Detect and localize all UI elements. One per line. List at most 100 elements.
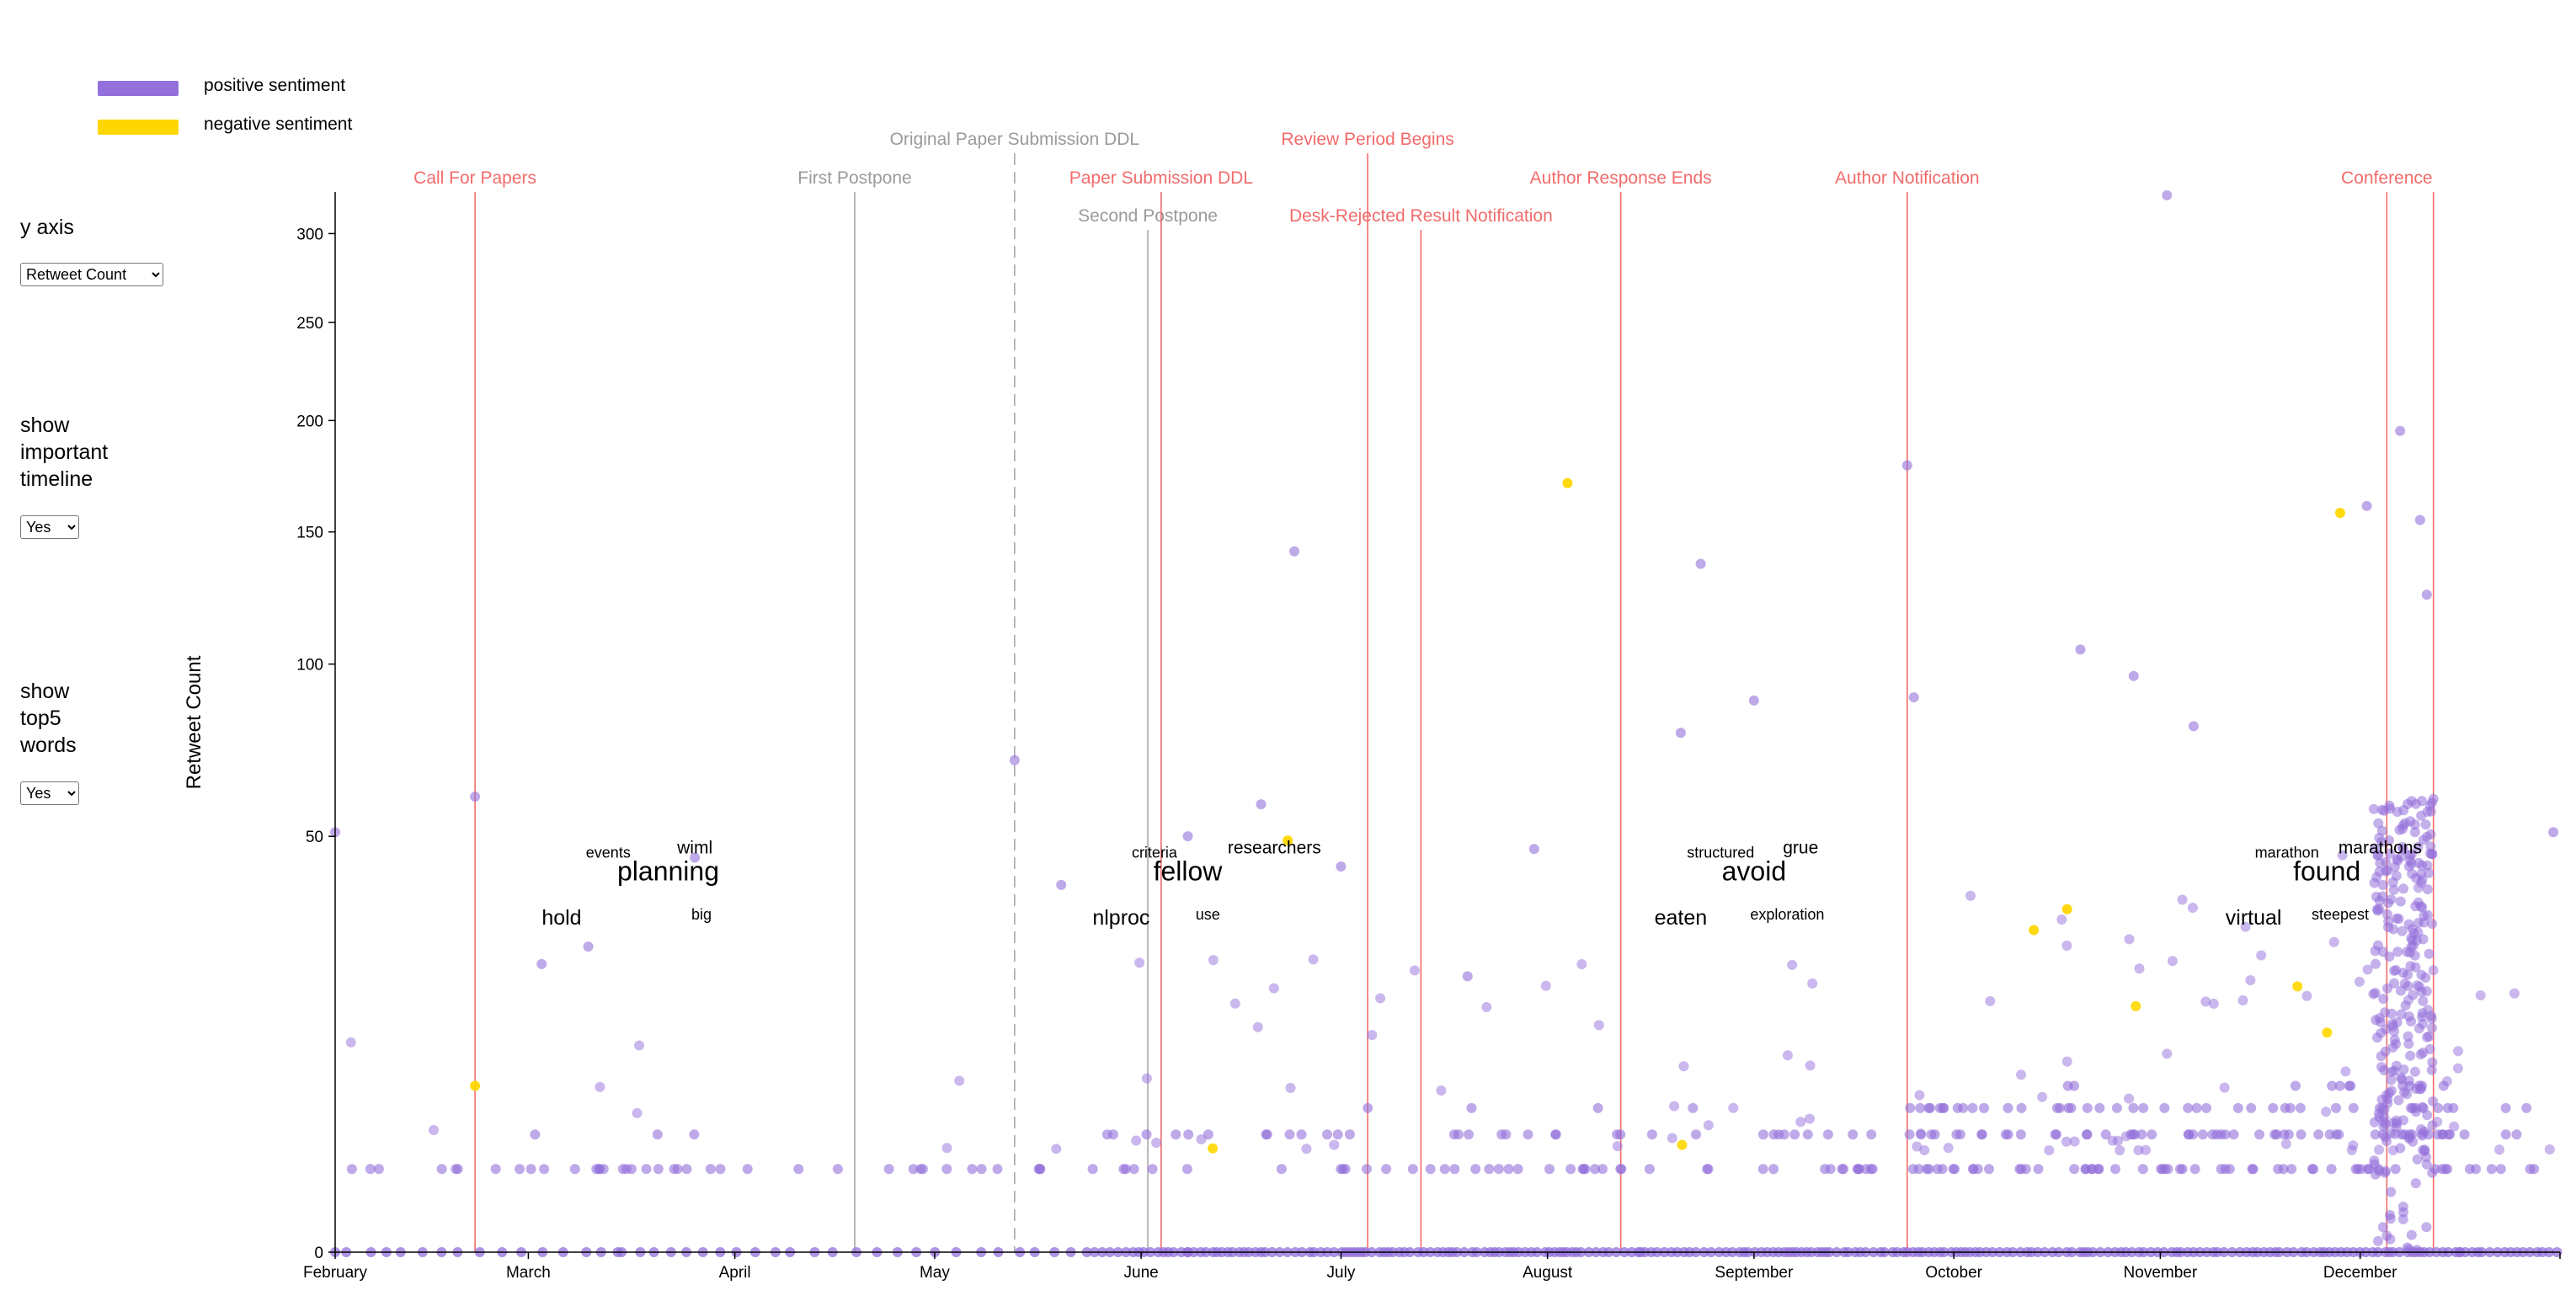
tweet-dot-899 [2408,989,2419,1000]
tweet-dot-533 [1915,1128,1926,1139]
tweet-dot-887 [2419,1144,2430,1155]
tweet-dot-809 [2421,1222,2432,1233]
tweet-dot-63 [653,1164,664,1175]
top-word-10: avoid [1722,856,1787,886]
tweet-dot-344 [1667,1133,1677,1144]
tweet-dot-866 [2377,880,2388,890]
tweet-dot-702 [2427,1022,2437,1033]
y-tick-label-150: 150 [296,525,323,542]
outlier-dot-17 [1695,558,1706,569]
tweet-dot-760 [2406,1229,2417,1240]
legend-swatch-negative [98,120,179,135]
tweet-dot-488 [2254,1129,2264,1140]
tweet-dot-332 [1691,1129,1701,1140]
tweet-dot-903 [2369,877,2380,888]
event-label-0: Call For Papers [413,168,536,188]
tweet-dot-19 [365,1164,376,1175]
tweet-dot-234 [1523,1129,1533,1140]
tweet-dot-77 [1033,1164,1044,1175]
tweet-dot-518 [1979,1102,1989,1113]
tweet-dot-492 [2283,1129,2294,1140]
tweet-dot-873 [2410,962,2421,973]
tweet-dot-627 [2331,1102,2341,1113]
axes: Retweet Count [183,192,2560,1253]
tweet-dot-644 [2328,936,2339,947]
tweet-dot-311 [1644,1164,1655,1175]
tweet-dot-327 [1646,1129,1657,1140]
tweet-dot-110 [1128,1164,1139,1175]
tweet-dot-343 [1678,1061,1689,1072]
x-tick-label-august: August [1523,1264,1573,1282]
tweet-dot-625 [2333,1129,2344,1140]
tweet-dot-551 [2133,1145,2144,1155]
tweet-dot-244 [1550,1129,1561,1140]
tweet-dot-923 [2368,989,2379,1000]
tweet-dot-21 [515,1164,525,1175]
tweet-dot-262 [1329,1139,1340,1150]
tweet-dot-249 [1409,965,1420,976]
tweet-dot-118 [1131,1135,1142,1146]
tweet-dot-649 [2453,1046,2463,1057]
tweet-dot-254 [1252,1021,1263,1032]
tweet-dot-799 [2380,1046,2391,1057]
tweet-dot-538 [2200,996,2211,1007]
top-word-6: researchers [1228,838,1321,857]
tweet-dot-494 [2271,1129,2282,1140]
tweet-dot-84 [883,1164,894,1175]
top-word-5: fellow [1154,856,1224,886]
tweet-dot-897 [2378,994,2389,1005]
top-word-16: marathons [2339,838,2422,857]
tweet-dot-549 [2219,1082,2230,1093]
tweet-dot-824 [2427,1167,2438,1178]
timeline-select[interactable]: Yes [20,515,79,539]
tweet-dot-338 [1703,1120,1714,1131]
tweet-dot-944 [2391,1122,2402,1133]
tweet-dot-694 [2494,1144,2504,1155]
tweet-dot-780 [2399,1087,2410,1097]
tweet-dot-487 [2130,1129,2140,1140]
tweet-dot-553 [2061,1056,2072,1067]
tweet-dot-484 [1976,1129,1987,1140]
tweet-dot-843 [2426,797,2437,808]
top-words-select[interactable]: Yes [20,781,79,805]
outlier-dot-23 [2075,644,2086,655]
tweet-dot-653 [2348,1140,2359,1151]
tweet-dot-328 [1688,1102,1699,1113]
outlier-dot-25 [2162,189,2173,200]
timeline-label: show important timeline [20,412,108,493]
tweet-dot-953 [2408,1136,2419,1147]
tweet-dot-724 [2400,1000,2411,1011]
tweet-dot-654 [2354,976,2365,987]
tweet-dot-532 [2037,1091,2048,1102]
tweet-dot-226 [1183,1129,1194,1140]
top-words-label-line-2: top5 [20,706,61,730]
outlier-dot-26 [2188,721,2199,732]
tweet-dot-71 [976,1164,987,1175]
outlier-dot-18 [1748,695,1759,706]
outlier-dot-12 [1336,861,1347,872]
tweet-dot-611 [2352,1164,2363,1175]
top-word-18: steepest [2312,906,2369,923]
tweet-dot-524 [1905,1102,1916,1113]
tweet-dot-210 [1503,1164,1514,1175]
tweet-dot-495 [2100,1129,2111,1140]
y-tick-label-200: 200 [296,413,323,430]
tweet-dot-558 [2256,950,2267,961]
tweet-dot-28 [539,1164,550,1175]
tweet-dot-907 [2381,909,2392,920]
tweet-dot-498 [1904,1129,1915,1140]
y-axis-select[interactable]: Retweet Count [20,263,163,286]
tweet-dot-213 [1544,1164,1555,1175]
tweet-dot-723 [2392,946,2403,957]
tweet-dot-687 [2486,1164,2497,1175]
tweet-dot-567 [2301,990,2312,1001]
legend-label-negative: negative sentiment [204,115,353,134]
tweet-dot-879 [2370,1169,2381,1180]
tweet-dot-942 [2417,1101,2428,1112]
tweet-dot-214 [1597,1164,1608,1175]
tweet-dot-855 [2377,1222,2388,1233]
tweet-dot-486 [2147,1129,2157,1140]
tweet-dot-250 [1375,993,1386,1004]
tweet-dot-16 [530,1129,541,1140]
outlier-dot-3 [536,958,547,969]
